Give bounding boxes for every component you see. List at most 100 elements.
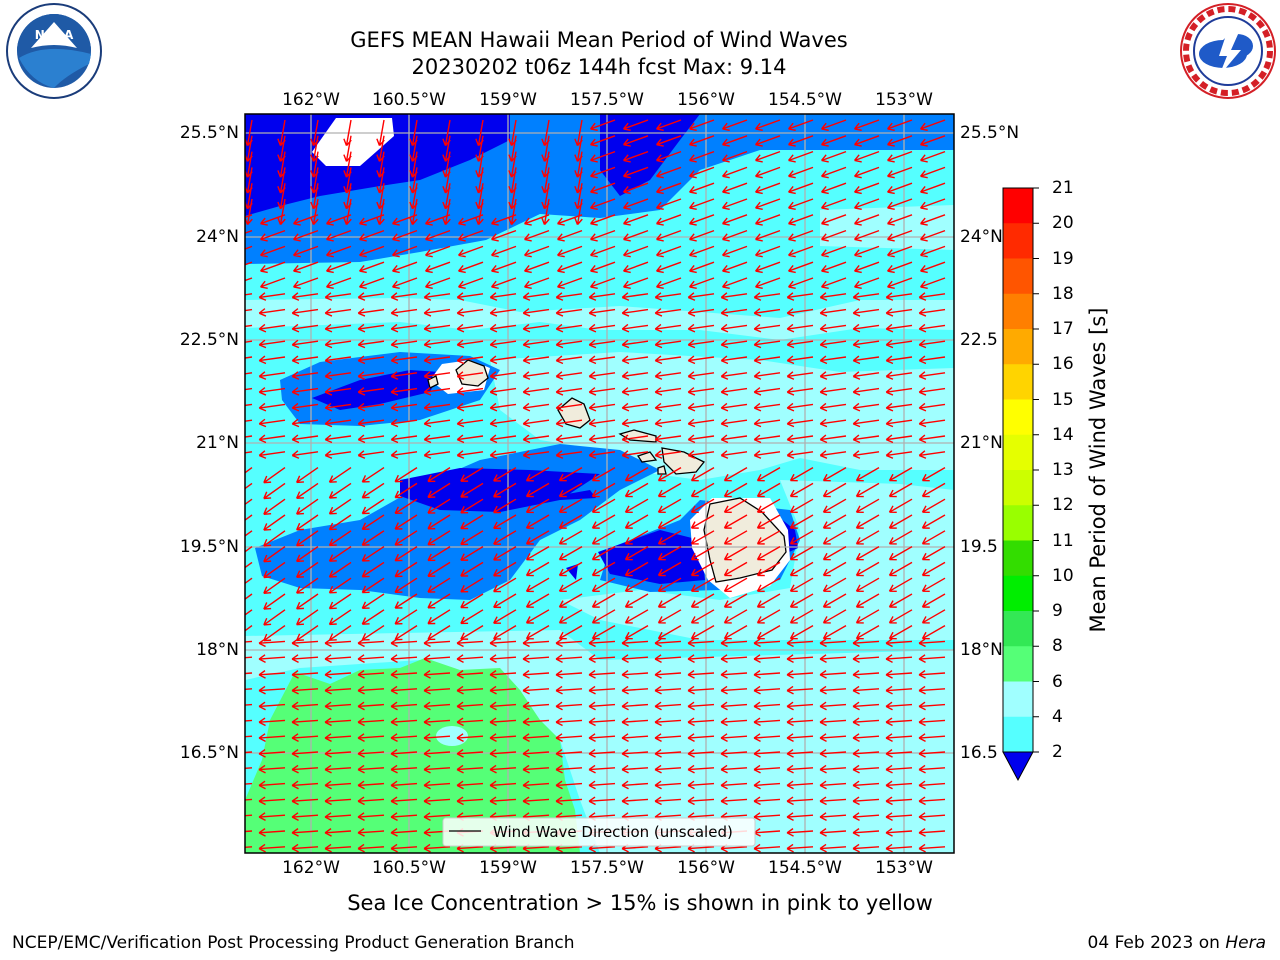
wind-wave-arrow [852,670,880,679]
wind-wave-arrow [855,593,880,608]
wind-wave-arrow [427,593,451,609]
noaa-logo-text: NOAA [35,28,74,42]
wind-wave-arrow [357,418,385,428]
wind-wave-arrow [753,701,781,711]
wind-wave-arrow [756,498,781,514]
wind-wave-arrow [258,654,286,663]
wind-wave-arrow [887,182,913,195]
wind-wave-arrow [591,561,616,577]
wind-wave-arrow [245,561,253,569]
wind-wave-arrow [753,292,781,301]
wind-wave-arrow [291,638,319,648]
wind-wave-arrow [245,245,253,250]
colorbar-swatch [1003,293,1033,330]
wind-wave-arrow [357,434,385,444]
wind-wave-arrow [855,482,880,498]
period-8-9-band [245,298,954,340]
wind-wave-arrow [423,843,451,853]
wind-wave-arrow [291,780,319,790]
wind-wave-arrow [558,514,583,529]
wind-wave-arrow [918,780,946,790]
wind-wave-arrow [489,418,517,428]
wind-wave-arrow [296,593,319,610]
wind-wave-arrow [423,654,451,663]
wind-wave-arrow [557,245,583,258]
wind-wave-arrow [324,450,352,459]
wind-wave-arrow [390,434,418,444]
wind-wave-arrow [819,670,847,679]
wind-wave-arrow [855,545,880,561]
wind-wave-arrow [918,701,946,711]
wind-wave-arrow [819,418,847,428]
wind-wave-arrow [357,323,385,333]
wind-wave-arrow [291,749,319,758]
wind-wave-arrow [920,277,946,289]
wind-wave-arrow [852,371,880,380]
wind-wave-arrow [558,466,583,482]
wind-wave-arrow [918,371,946,380]
wind-wave-arrow [359,277,385,289]
wind-wave-arrow [489,323,517,333]
wind-wave-arrow [888,545,913,561]
wind-wave-arrow [654,450,682,459]
wind-wave-arrow [723,498,748,514]
wind-wave-arrow [920,229,946,242]
wind-wave-arrow [493,466,517,482]
wind-wave-arrow [324,828,352,837]
wind-wave-arrow [245,577,253,585]
wind-wave-arrow [855,609,880,624]
wind-wave-arrow [296,498,319,515]
wind-wave-arrow [588,434,616,444]
wind-wave-arrow [423,685,451,695]
wind-wave-arrow [258,733,286,742]
wind-wave-arrow [920,261,946,274]
wind-wave-arrow [755,214,781,226]
wind-wave-arrow [394,498,418,515]
wind-wave-arrow [921,624,946,640]
wind-wave-arrow [821,277,847,289]
wind-wave-arrow [456,717,484,727]
wind-wave-arrow [357,685,385,695]
wind-wave-arrow [324,323,352,333]
wind-wave-arrow [555,749,583,758]
wind-wave-arrow [525,466,550,482]
wind-wave-arrow [852,733,880,742]
wind-wave-arrow [720,701,748,711]
wind-wave-arrow [425,214,451,226]
wind-wave-arrow [263,609,286,626]
wind-wave-arrow [588,796,616,806]
colorbar-swatch [1003,223,1033,259]
wind-wave-arrow [522,638,550,648]
wind-wave-arrow [361,561,385,578]
wind-wave-arrow [555,638,583,648]
wind-wave-arrow [821,135,847,147]
wind-wave-arrow [296,561,319,578]
wind-wave-arrow [723,514,748,529]
wind-wave-arrow [590,119,616,131]
wind-wave-arrow [822,498,847,514]
wind-wave-arrow [291,323,319,333]
footer-date-text: 04 Feb 2023 on [1087,933,1226,953]
wind-wave-arrow [822,561,847,577]
wind-wave-arrow [918,292,946,301]
wind-wave-arrow [786,308,814,317]
wind-wave-arrow [390,812,418,821]
sea-ice-note: Sea Ice Concentration > 15% is shown in … [347,891,933,915]
wind-wave-arrow [245,625,253,632]
wind-wave-arrow [687,717,715,727]
wind-wave-arrow [854,119,880,131]
wind-wave-arrow [756,561,781,577]
wind-wave-arrow [756,514,781,529]
wind-wave-arrow [720,371,748,380]
wind-wave-arrow [291,654,319,663]
wind-wave-arrow [489,749,517,758]
wind-wave-arrow [888,466,913,482]
wind-wave-arrow [427,467,451,483]
wind-wave-arrow [357,355,385,365]
wind-wave-arrow [324,308,352,317]
wind-wave-arrow [522,292,550,301]
wind-wave-arrow [888,561,913,577]
wind-wave-arrow [260,214,286,226]
wind-wave-arrow [789,624,814,640]
wind-wave-arrow [394,467,418,483]
